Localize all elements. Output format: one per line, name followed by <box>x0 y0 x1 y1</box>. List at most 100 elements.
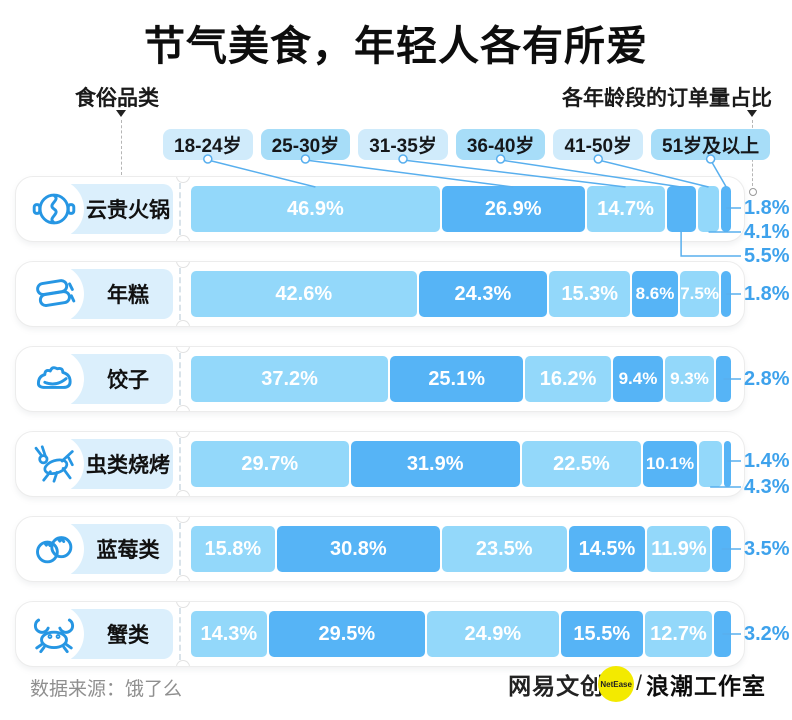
callout-value: 1.4% <box>744 450 790 472</box>
bar-segment: 16.2% <box>525 356 612 402</box>
data-source-note: 数据来源：饿了么 <box>30 679 183 700</box>
segment-value: 8.6% <box>635 284 675 303</box>
food-category-label: 蓝莓类 <box>96 539 160 562</box>
segment-value: 10.1% <box>645 454 695 473</box>
bar-segment: 14.7% <box>586 186 665 232</box>
bar-segment: 12.7% <box>644 611 713 657</box>
legend-chip-3: 36-40岁 <box>455 129 546 160</box>
bar-segment: 24.9% <box>426 611 559 657</box>
card-notch <box>176 602 190 608</box>
bar-segment: 15.8% <box>191 526 275 572</box>
segment-value: 14.5% <box>578 537 636 560</box>
card-notch <box>176 575 190 581</box>
food-row-card: 蟹类 14.3% 29.5% 24.9% 15.5% 12.7% <box>15 601 745 667</box>
segment-value: 15.3% <box>561 282 619 305</box>
food-row-card: 饺子 37.2% 25.1% 16.2% 9.4% 9.3% <box>15 346 745 412</box>
category-axis-label: 食俗品类 <box>75 87 159 110</box>
bar-segment: 23.5% <box>441 526 567 572</box>
food-row-card: 蓝莓类 15.8% 30.8% 23.5% 14.5% 11.9% <box>15 516 745 582</box>
bar-segment: 7.5% <box>679 271 720 317</box>
segment-value: 25.1% <box>428 367 486 390</box>
segment-value: 26.9% <box>484 197 542 220</box>
segment-value: 30.8% <box>329 537 387 560</box>
left-guide-arrow-icon <box>116 110 126 117</box>
segment-value: 24.3% <box>454 282 512 305</box>
legend-chip-4: 41-50岁 <box>553 129 644 160</box>
segment-value: 24.9% <box>464 622 522 645</box>
bar-segment: 9.3% <box>664 356 715 402</box>
bar-segment: 42.6% <box>191 271 417 317</box>
publisher-logos: 网易文创 NetEase / 浪潮工作室 <box>508 666 766 702</box>
segment-value: 15.5% <box>573 622 631 645</box>
segment-value: 14.7% <box>597 197 654 220</box>
segment-value: 37.2% <box>261 367 318 390</box>
card-notch <box>176 405 190 411</box>
bar-segment: 15.5% <box>560 611 643 657</box>
bar-segment: 29.5% <box>268 611 425 657</box>
rice-cake-icon <box>24 264 84 324</box>
segment-value: 9.3% <box>670 369 709 388</box>
bar-segment <box>697 186 720 232</box>
bar-segment <box>712 526 731 572</box>
bar-segment: 31.9% <box>350 441 520 487</box>
food-row-card: 云贵火锅 46.9% 26.9% 14.7% <box>15 176 745 242</box>
food-row-card: 年糕 42.6% 24.3% 15.3% 8.6% 7.5% <box>15 261 745 327</box>
food-category-label: 蟹类 <box>107 624 149 647</box>
food-category-label: 云贵火锅 <box>86 199 170 222</box>
legend-chip-5: 51岁及以上 <box>651 129 771 160</box>
right-guide-arrow-icon <box>747 110 757 117</box>
stacked-bar: 15.8% 30.8% 23.5% 14.5% 11.9% <box>191 526 731 572</box>
card-notch <box>176 235 190 241</box>
food-row-card: 虫类烧烤 29.7% 31.9% 22.5% 10.1% <box>15 431 745 497</box>
bar-segment <box>721 186 731 232</box>
stacked-bar: 46.9% 26.9% 14.7% <box>191 186 731 232</box>
segment-value: 46.9% <box>287 197 344 220</box>
bar-segment <box>723 441 731 487</box>
card-notch <box>176 660 190 666</box>
bar-segment: 30.8% <box>276 526 440 572</box>
segment-value: 9.4% <box>618 369 658 388</box>
stacked-bar: 42.6% 24.3% 15.3% 8.6% 7.5% <box>191 271 731 317</box>
bar-segment: 22.5% <box>521 441 642 487</box>
legend-chip-1: 25-30岁 <box>260 129 351 160</box>
callout-value: 3.5% <box>744 538 790 560</box>
card-notch <box>176 320 190 326</box>
callout-value: 5.5% <box>744 245 790 267</box>
blueberry-icon <box>24 519 84 579</box>
bar-segment <box>716 356 731 402</box>
langchao-studio-logo: 浪潮工作室 <box>646 673 766 699</box>
bar-segment: 14.5% <box>568 526 646 572</box>
netease-wenchuang-logo: 网易文创 <box>508 673 605 699</box>
segment-value: 31.9% <box>406 452 464 475</box>
callout-value: 4.3% <box>744 476 790 498</box>
page-title: 节气美食，年轻人各有所爱 <box>144 23 648 69</box>
bar-segment: 29.7% <box>191 441 349 487</box>
right-guide-dot <box>749 188 757 196</box>
legend-chip-0: 18-24岁 <box>163 129 253 160</box>
card-notch <box>176 517 190 523</box>
bar-segment <box>698 441 722 487</box>
callout-value: 1.8% <box>744 283 790 305</box>
label-bar-divider <box>179 608 181 660</box>
label-bar-divider <box>179 183 181 235</box>
card-notch <box>176 177 190 183</box>
label-bar-divider <box>179 523 181 575</box>
stacked-bar: 29.7% 31.9% 22.5% 10.1% <box>191 441 731 487</box>
logo-divider: / <box>636 672 642 695</box>
card-notch <box>176 490 190 496</box>
bar-segment: 14.3% <box>191 611 267 657</box>
callout-value: 4.1% <box>744 221 790 243</box>
age-group-legend: 18-24岁 25-30岁 31-35岁 36-40岁 41-50岁 51岁及以上 <box>163 129 771 160</box>
bar-segment: 24.3% <box>418 271 548 317</box>
food-category-label: 年糕 <box>107 284 149 307</box>
callout-value: 1.8% <box>744 197 790 219</box>
food-category-label: 虫类烧烤 <box>86 454 170 477</box>
stacked-bar: 37.2% 25.1% 16.2% 9.4% 9.3% <box>191 356 731 402</box>
bar-segment: 26.9% <box>441 186 585 232</box>
bar-segment: 8.6% <box>632 271 678 317</box>
bar-segment: 11.9% <box>647 526 711 572</box>
segment-value: 12.7% <box>650 622 707 645</box>
label-bar-divider <box>179 438 181 490</box>
bar-segment <box>721 271 731 317</box>
bar-segment: 37.2% <box>191 356 389 402</box>
